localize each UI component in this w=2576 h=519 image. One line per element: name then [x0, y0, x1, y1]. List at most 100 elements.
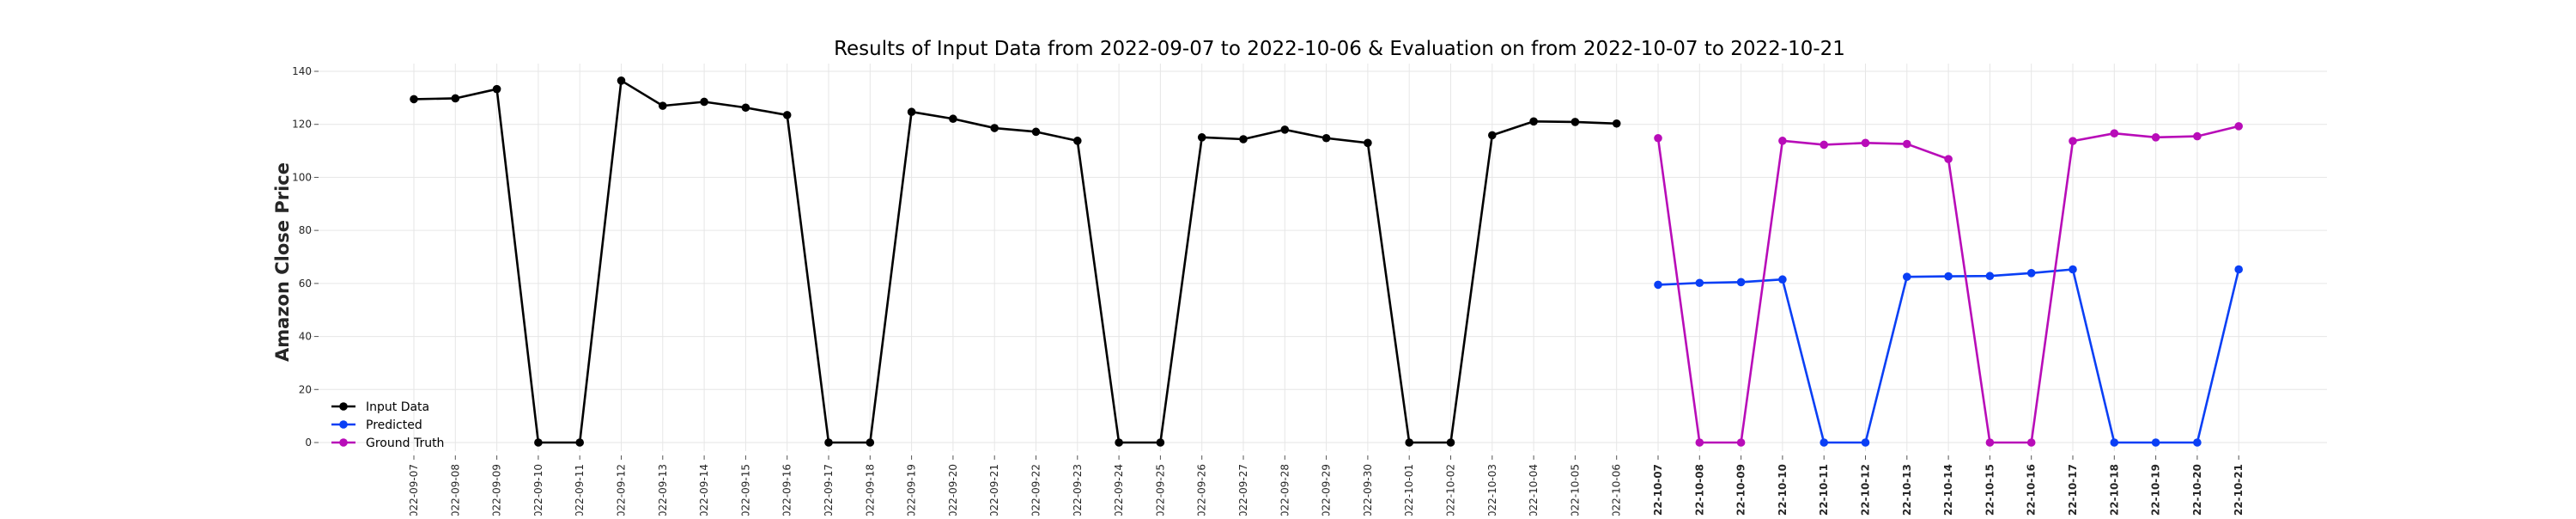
legend-swatch-marker: [339, 420, 348, 429]
x-tick-label: 022-10-08: [1693, 464, 1705, 516]
y-tick-label: 140: [292, 65, 312, 77]
x-tick-label: 022-10-11: [1818, 464, 1830, 516]
data-point-input-data: [534, 438, 543, 447]
x-tick-label: 022-10-15: [1984, 464, 1996, 516]
legend-swatch-marker: [339, 438, 348, 447]
y-axis-ticks: 0 20 40 60 80 100 120 140: [292, 65, 319, 449]
x-tick-label: 022-09-23: [1072, 464, 1084, 516]
x-tick-label: 022-09-09: [491, 464, 503, 516]
x-tick-label: 022-10-12: [1860, 464, 1872, 516]
data-point-predicted: [2026, 269, 2036, 278]
x-tick-label: 022-09-12: [616, 464, 628, 516]
data-point-ground-truth: [1861, 138, 1870, 148]
x-tick-label: 022-09-15: [739, 464, 751, 516]
data-point-ground-truth: [2069, 137, 2077, 145]
data-point-ground-truth: [2151, 133, 2160, 142]
x-tick-label: 022-10-21: [2233, 464, 2245, 516]
grid-lines: [309, 64, 2327, 451]
data-point-ground-truth: [2193, 131, 2202, 141]
data-point-ground-truth: [1985, 438, 1995, 447]
data-point-ground-truth: [2234, 122, 2243, 131]
legend-label: Predicted: [366, 418, 422, 432]
legend-label: Ground Truth: [366, 437, 444, 450]
data-point-input-data: [451, 94, 460, 103]
data-point-input-data: [1239, 135, 1248, 143]
x-tick-label: 022-10-01: [1403, 464, 1415, 516]
x-tick-label: 022-10-04: [1528, 464, 1540, 516]
x-tick-label: 022-10-07: [1652, 464, 1664, 516]
data-point-predicted: [1985, 272, 1995, 281]
data-point-input-data: [1529, 117, 1538, 126]
data-point-input-data: [782, 111, 792, 119]
x-tick-label: 022-09-19: [906, 464, 918, 516]
x-tick-label: 022-09-24: [1113, 464, 1125, 516]
x-tick-label: 022-10-10: [1777, 464, 1789, 516]
x-tick-label: 022-10-14: [1942, 464, 1954, 516]
data-point-input-data: [1280, 125, 1290, 134]
x-tick-label: 022-09-27: [1237, 464, 1249, 516]
legend-item-ground-truth: Ground Truth: [331, 437, 444, 450]
data-point-ground-truth: [1654, 133, 1662, 143]
series-ground-truth: [1654, 122, 2243, 447]
series-lines: [410, 76, 2243, 447]
x-tick-label: 022-09-30: [1362, 464, 1374, 516]
data-point-ground-truth: [2110, 129, 2119, 138]
data-point-input-data: [990, 124, 999, 132]
data-point-input-data: [492, 84, 501, 94]
y-tick-label: 20: [299, 383, 312, 395]
x-tick-label: 022-10-05: [1569, 464, 1581, 516]
data-point-input-data: [1364, 138, 1372, 148]
data-point-predicted: [2069, 265, 2077, 274]
data-point-ground-truth: [1695, 438, 1704, 447]
data-point-input-data: [1073, 137, 1082, 145]
x-tick-label: 022-09-14: [698, 464, 710, 516]
x-tick-label: 022-10-18: [2108, 464, 2120, 516]
data-point-predicted: [1695, 278, 1704, 288]
x-tick-label: 022-09-21: [988, 464, 1000, 516]
data-point-ground-truth: [1903, 139, 1911, 149]
data-point-predicted: [1820, 438, 1828, 447]
data-point-input-data: [1612, 119, 1621, 128]
data-point-predicted: [1736, 278, 1746, 287]
x-tick-label: 022-10-19: [2150, 464, 2162, 516]
x-tick-label: 022-09-20: [947, 464, 959, 516]
legend: Input Data Predicted Ground Truth: [331, 400, 444, 450]
data-point-ground-truth: [1820, 140, 1828, 150]
x-tick-label: 022-09-26: [1196, 464, 1208, 516]
data-point-input-data: [1031, 127, 1041, 137]
data-point-predicted: [1861, 438, 1870, 447]
x-tick-label: 022-09-13: [657, 464, 669, 516]
x-tick-label: 022-10-06: [1611, 464, 1623, 516]
data-point-input-data: [1321, 133, 1331, 143]
y-axis-label: Amazon Close Price: [272, 162, 293, 362]
series-predicted: [1654, 265, 2243, 447]
x-tick-label: 022-09-07: [408, 464, 420, 516]
x-tick-label: 022-09-25: [1154, 464, 1166, 516]
x-tick-label: 022-09-10: [532, 464, 544, 516]
data-point-ground-truth: [1736, 438, 1746, 447]
data-point-predicted: [1944, 272, 1953, 281]
x-tick-label: 022-09-28: [1279, 464, 1291, 516]
y-tick-label: 40: [299, 331, 312, 343]
data-point-input-data: [741, 103, 750, 113]
data-point-input-data: [1405, 438, 1413, 447]
data-point-ground-truth: [1778, 137, 1787, 145]
x-tick-label: 022-10-03: [1486, 464, 1498, 516]
x-tick-label: 022-10-16: [2026, 464, 2038, 516]
legend-swatch-marker: [339, 402, 348, 411]
data-point-input-data: [659, 101, 667, 110]
data-point-input-data: [1488, 131, 1497, 140]
x-tick-label: 022-10-20: [2191, 464, 2203, 516]
y-tick-label: 80: [299, 224, 312, 236]
y-tick-label: 100: [292, 171, 312, 183]
legend-item-input-data: Input Data: [331, 400, 429, 414]
x-tick-label: 022-09-17: [823, 464, 835, 516]
series-input-data: [410, 76, 1621, 447]
legend-item-predicted: Predicted: [331, 418, 422, 432]
data-point-input-data: [949, 114, 957, 124]
legend-label: Input Data: [366, 400, 429, 414]
chart-title: Results of Input Data from 2022-09-07 to…: [834, 38, 1845, 60]
data-point-predicted: [1654, 280, 1662, 290]
data-point-predicted: [2193, 438, 2202, 447]
